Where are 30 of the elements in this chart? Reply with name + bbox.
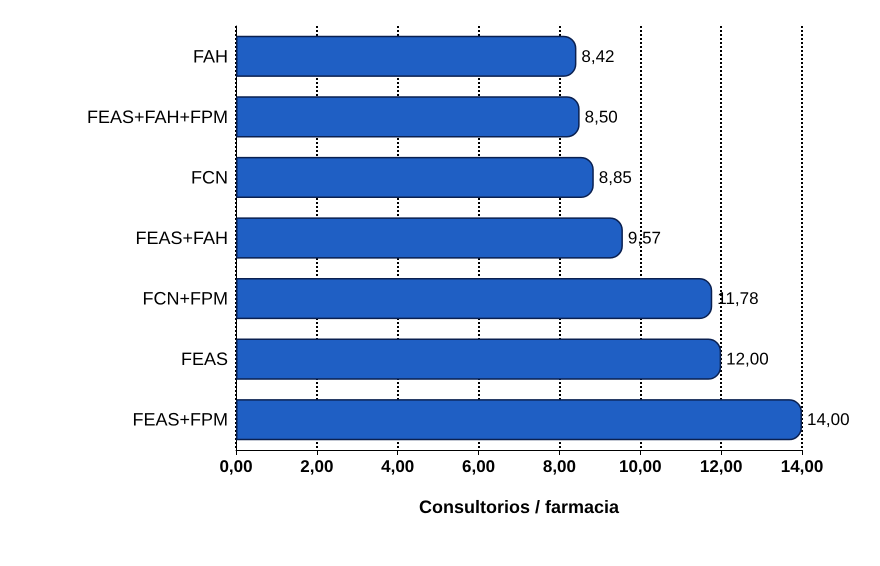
data-label: 11,78 <box>717 289 759 308</box>
x-tick-label: 4,00 <box>381 457 414 476</box>
x-tick-label: 2,00 <box>300 457 334 476</box>
y-tick-label: FCN+FPM <box>142 288 228 309</box>
y-tick-label: FAH <box>192 46 228 66</box>
data-label: 9,57 <box>628 228 661 248</box>
x-tick-label: 0,00 <box>219 457 253 476</box>
bar <box>236 278 712 320</box>
y-tick-label: FEAS+FAH <box>135 228 228 248</box>
y-tick-label: FCN <box>191 167 228 188</box>
data-label: 8,50 <box>584 107 618 126</box>
bar <box>236 36 576 77</box>
data-label: 8,85 <box>598 168 632 187</box>
bar <box>236 399 802 440</box>
x-tick-label: 6,00 <box>462 457 496 476</box>
bar <box>236 338 722 380</box>
bar <box>236 96 580 138</box>
x-tick-label: 14,00 <box>780 457 824 476</box>
y-tick-label: FEAS <box>180 349 228 370</box>
x-tick-label: 10,00 <box>619 457 662 476</box>
bar <box>236 217 623 259</box>
y-tick-label: FEAS+FAH+FPM <box>86 106 228 127</box>
data-label: 14,00 <box>807 410 850 430</box>
y-tick-label: FEAS+FPM <box>132 410 228 430</box>
data-label: 8,42 <box>581 46 614 66</box>
x-tick-label: 12,00 <box>700 457 742 476</box>
bar <box>236 156 594 198</box>
data-label: 12,00 <box>726 350 769 369</box>
x-tick-label: 8,00 <box>542 457 576 476</box>
x-axis-title: Consultorios / farmacia <box>418 497 620 517</box>
